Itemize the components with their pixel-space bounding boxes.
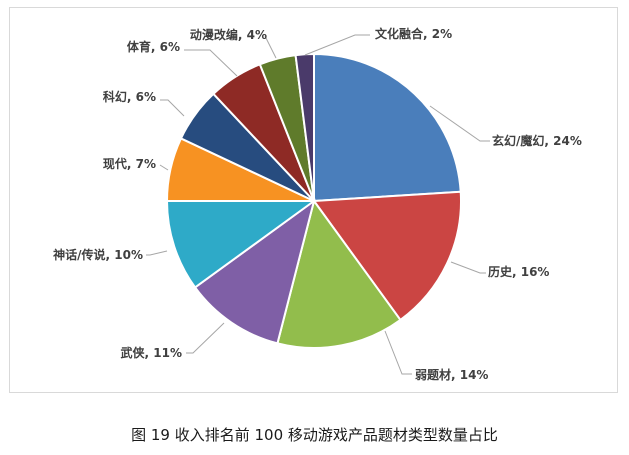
data-label-2: 历史, 16%	[488, 264, 549, 279]
pie-slice-4	[193, 198, 316, 345]
chart-area: 玄幻/魔幻, 24% 历史, 16% 弱题材, 14% 武侠, 11% 神话/传说, 1…	[9, 7, 618, 393]
leader-line-8	[184, 49, 238, 77]
pie-slice-3	[276, 198, 402, 349]
pie-slice-10	[294, 52, 315, 202]
leader-line-3	[384, 330, 412, 375]
leader-line-7	[160, 99, 185, 117]
data-label-1: 玄幻/魔幻, 24%	[492, 133, 582, 148]
pie-chart: 玄幻/魔幻, 24% 历史, 16% 弱题材, 14% 武侠, 11% 神话/传说, 1…	[53, 26, 582, 382]
data-label-9: 动漫改编, 4%	[190, 27, 267, 42]
data-label-8: 体育, 6%	[127, 39, 180, 54]
figure-caption: 图 19 收入排名前 100 移动游戏产品题材类型数量占比	[131, 426, 498, 444]
leader-line-5	[146, 250, 168, 256]
data-label-3: 弱题材, 14%	[415, 367, 488, 382]
data-label-6: 现代, 7%	[103, 156, 156, 171]
pie-slice-1	[313, 52, 462, 203]
data-label-10: 文化融合, 2%	[375, 26, 452, 41]
data-label-5: 神话/传说, 10%	[53, 247, 143, 262]
leader-line-2	[450, 261, 486, 274]
leader-line-10	[304, 34, 370, 56]
pie-slice-2	[312, 190, 462, 322]
data-label-7: 科幻, 6%	[103, 89, 156, 104]
leader-line-6	[159, 164, 169, 171]
pie-slice-5	[165, 200, 318, 289]
data-label-4: 武侠, 11%	[121, 345, 182, 360]
leader-line-1	[429, 105, 490, 142]
leader-line-9	[264, 35, 277, 59]
leader-line-4	[186, 322, 225, 354]
